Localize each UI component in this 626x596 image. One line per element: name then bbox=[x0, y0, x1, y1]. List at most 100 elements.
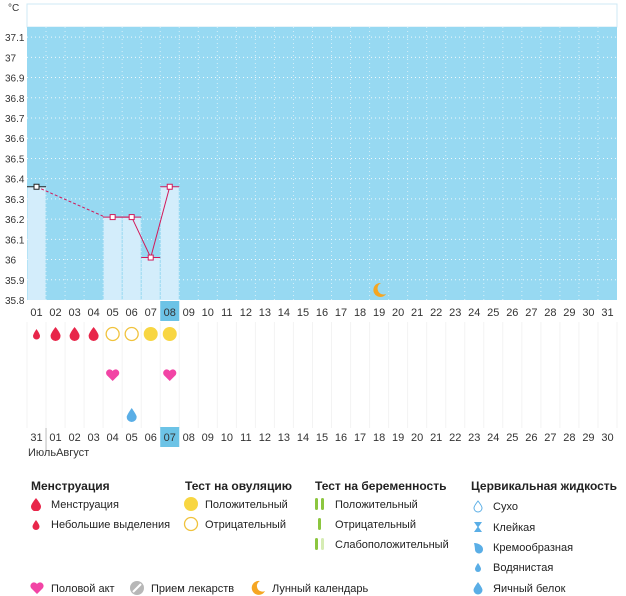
y-tick-label: 36.9 bbox=[5, 74, 25, 85]
blood-drop-icon bbox=[88, 327, 99, 342]
day-label: 21 bbox=[411, 307, 423, 319]
legend-pregnancy-title: Тест на беременность bbox=[315, 479, 447, 493]
temperature-point bbox=[33, 183, 40, 190]
y-tick-label: 35.8 bbox=[5, 296, 25, 307]
cycle-day-label: 27 bbox=[544, 432, 556, 444]
month-august: Август bbox=[56, 447, 90, 459]
empty-circle-icon bbox=[105, 326, 120, 342]
day-label: 03 bbox=[68, 307, 80, 319]
cycle-day-label: 06 bbox=[145, 432, 157, 444]
legend-medication: Прием лекарств bbox=[130, 581, 234, 595]
cycle-day-label: 31 bbox=[30, 432, 42, 444]
day-label: 30 bbox=[582, 307, 594, 319]
creamy-drop-icon bbox=[474, 543, 484, 554]
day-label: 04 bbox=[87, 307, 99, 319]
day-label: 23 bbox=[449, 307, 461, 319]
cycle-day-label: 03 bbox=[87, 432, 99, 444]
cycle-day-label: 16 bbox=[335, 432, 347, 444]
legend-cervical-egg-white: Яичный белок bbox=[473, 582, 565, 595]
cycle-day-label: 24 bbox=[487, 432, 499, 444]
y-tick-label: 36.1 bbox=[5, 235, 25, 246]
blood-drop-icon bbox=[50, 327, 61, 342]
day-label: 07 bbox=[145, 307, 157, 319]
y-tick-label: 36.2 bbox=[5, 215, 25, 226]
heart-icon bbox=[106, 369, 120, 381]
temperature-point bbox=[147, 254, 154, 261]
temp-bar bbox=[122, 217, 141, 300]
empty-circle-icon bbox=[124, 326, 139, 342]
cycle-day-label: 02 bbox=[68, 432, 80, 444]
crescent-moon-icon bbox=[373, 282, 387, 297]
temp-bar bbox=[160, 186, 179, 300]
y-tick-label: 36.3 bbox=[5, 195, 25, 206]
legend-menstruation-title: Менструация bbox=[31, 479, 110, 493]
day-label: 06 bbox=[126, 307, 138, 319]
legend-ovulation-positive: Положительный bbox=[184, 497, 288, 511]
cycle-day-label: 14 bbox=[297, 432, 309, 444]
day-label: 29 bbox=[563, 307, 575, 319]
unit-label: °C bbox=[8, 3, 19, 14]
day-label: 08 bbox=[164, 307, 176, 319]
cycle-day-label: 28 bbox=[563, 432, 575, 444]
cycle-day-label: 09 bbox=[202, 432, 214, 444]
cycle-day-label: 19 bbox=[392, 432, 404, 444]
y-tick-label: 37 bbox=[5, 53, 17, 64]
day-label: 13 bbox=[259, 307, 271, 319]
faint-lines-icon bbox=[315, 538, 324, 550]
day-label: 16 bbox=[316, 307, 328, 319]
temperature-point bbox=[128, 214, 135, 221]
legend-pregnancy-positive: Положительный bbox=[315, 498, 418, 511]
cycle-day-label: 10 bbox=[221, 432, 233, 444]
selected-cycle-day-highlight bbox=[160, 427, 180, 447]
cycle-day-label: 13 bbox=[278, 432, 290, 444]
legend-moon: Лунный календарь bbox=[251, 580, 368, 595]
cycle-day-label: 30 bbox=[601, 432, 613, 444]
cycle-day-label: 20 bbox=[411, 432, 423, 444]
day-label: 28 bbox=[544, 307, 556, 319]
cycle-day-label: 29 bbox=[582, 432, 594, 444]
hourglass-icon bbox=[474, 522, 482, 532]
crescent-moon-icon bbox=[251, 580, 265, 595]
month-labels: ИюльАвгуст bbox=[28, 447, 89, 459]
day-label: 05 bbox=[107, 307, 119, 319]
cycle-day-label: 04 bbox=[107, 432, 119, 444]
legend-intercourse: Половой акт bbox=[30, 582, 115, 595]
day-label: 11 bbox=[221, 307, 232, 319]
month-july: Июль bbox=[28, 447, 57, 459]
cycle-day-label: 07 bbox=[164, 432, 176, 444]
day-label: 26 bbox=[506, 307, 518, 319]
cycle-day-label: 18 bbox=[373, 432, 385, 444]
cycle-day-label: 12 bbox=[259, 432, 271, 444]
y-tick-label: 35.9 bbox=[5, 276, 25, 287]
blood-drop-icon bbox=[31, 498, 41, 511]
day-label: 31 bbox=[601, 307, 613, 319]
empty-circle-icon bbox=[183, 516, 199, 532]
filled-circle-icon bbox=[143, 327, 158, 341]
day-label: 18 bbox=[354, 307, 366, 319]
cycle-day-label: 17 bbox=[354, 432, 366, 444]
legend-pregnancy-negative: Отрицательный bbox=[318, 518, 416, 531]
day-label: 02 bbox=[49, 307, 61, 319]
day-label: 09 bbox=[183, 307, 195, 319]
temperature-point bbox=[166, 183, 173, 190]
day-label: 27 bbox=[525, 307, 537, 319]
y-tick-label: 36.6 bbox=[5, 134, 25, 145]
y-tick-label: 36.5 bbox=[5, 154, 25, 165]
day-label: 19 bbox=[373, 307, 385, 319]
two-lines-icon bbox=[315, 498, 324, 510]
cycle-day-label: 21 bbox=[430, 432, 442, 444]
small-blood-drop-icon bbox=[32, 520, 40, 530]
cycle-day-label: 25 bbox=[506, 432, 518, 444]
legend-cervical-sticky: Клейкая bbox=[474, 522, 535, 534]
day-label: 15 bbox=[297, 307, 309, 319]
temperature-point bbox=[109, 214, 116, 221]
filled-circle-icon bbox=[184, 497, 198, 511]
outline-drop-icon bbox=[473, 500, 483, 513]
day-label: 25 bbox=[487, 307, 499, 319]
blood-drop-icon bbox=[69, 327, 80, 342]
day-label: 20 bbox=[392, 307, 404, 319]
day-label: 14 bbox=[278, 307, 290, 319]
cycle-day-label: 15 bbox=[316, 432, 328, 444]
temperature-chart: °C 35.8 35.9 36 36.1 36.2 36.3 36.4 36.5 36.6 36.7… bbox=[5, 3, 618, 450]
y-tick-label: 36.7 bbox=[5, 114, 25, 125]
